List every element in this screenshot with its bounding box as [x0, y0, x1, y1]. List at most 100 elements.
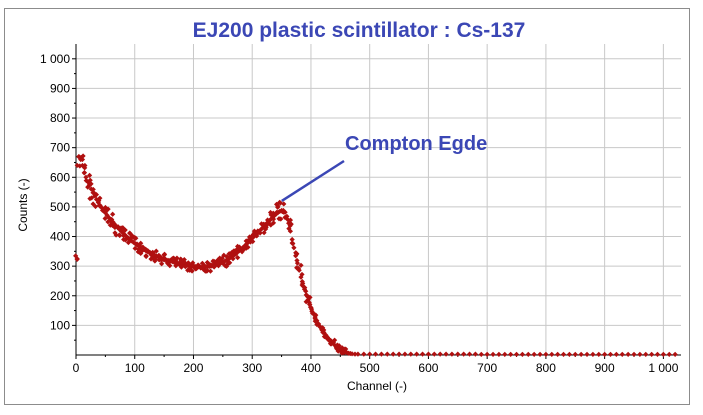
y-tick-label: 1 000 — [40, 52, 70, 66]
data-point — [270, 216, 277, 222]
data-point — [295, 265, 302, 272]
data-point — [178, 264, 185, 270]
chart-title: EJ200 plastic scintillator : Cs-137 — [193, 19, 526, 42]
data-point — [247, 239, 254, 245]
data-point — [227, 260, 233, 266]
data-point — [87, 177, 93, 183]
data-point — [143, 253, 149, 260]
data-point — [111, 221, 117, 227]
data-point — [241, 246, 247, 252]
data-point — [519, 351, 526, 358]
data-point — [268, 212, 274, 218]
data-point — [86, 172, 93, 178]
data-point — [294, 260, 301, 266]
y-tick-label: 700 — [50, 141, 70, 155]
data-point — [96, 197, 102, 204]
data-point — [129, 233, 135, 239]
data-point — [287, 228, 293, 234]
data-point — [637, 351, 643, 358]
data-point — [113, 232, 119, 238]
data-point — [162, 256, 168, 262]
x-tick-label: 1 000 — [648, 361, 678, 375]
data-point — [549, 351, 555, 358]
data-point — [455, 351, 461, 357]
data-point — [254, 233, 260, 239]
data-point — [537, 351, 543, 358]
data-point — [189, 268, 195, 274]
y-tick-label: 500 — [50, 200, 70, 214]
data-point — [161, 251, 168, 257]
y-tick-label: 900 — [50, 81, 70, 95]
data-point — [378, 351, 385, 357]
data-point — [83, 177, 89, 184]
data-point — [367, 351, 373, 357]
data-point — [263, 224, 269, 230]
data-point — [178, 256, 184, 262]
y-tick-label: 200 — [50, 289, 70, 303]
data-point — [384, 351, 390, 357]
data-point — [303, 288, 309, 294]
data-point — [226, 256, 232, 262]
y-tick-label: 800 — [50, 111, 70, 125]
data-point — [654, 351, 661, 358]
data-point — [461, 351, 467, 357]
data-point — [390, 351, 396, 357]
data-point — [314, 321, 320, 328]
data-point — [613, 351, 619, 358]
data-point — [112, 230, 118, 236]
data-point — [425, 351, 432, 357]
data-point — [631, 351, 637, 358]
data-point — [349, 351, 355, 357]
data-point — [672, 351, 678, 358]
data-point — [596, 351, 602, 358]
data-point — [270, 220, 277, 226]
data-point — [277, 199, 283, 205]
data-point — [572, 351, 578, 358]
compton-edge-annotation: Compton Egde — [345, 133, 487, 155]
data-point — [261, 230, 267, 236]
data-point — [275, 209, 281, 216]
data-point — [271, 212, 278, 219]
y-tick-label: 100 — [50, 318, 70, 332]
x-axis-title: Channel (-) — [347, 379, 407, 393]
data-point — [122, 227, 128, 233]
data-point — [286, 226, 292, 232]
data-point — [330, 339, 337, 345]
data-point — [332, 337, 338, 343]
data-point — [343, 346, 349, 352]
data-point — [431, 351, 437, 357]
data-point — [355, 351, 361, 357]
data-point — [531, 351, 537, 358]
data-point — [566, 351, 572, 358]
data-point — [110, 211, 116, 217]
data-point — [307, 304, 314, 310]
data-point — [298, 274, 304, 280]
x-tick-label: 700 — [477, 361, 497, 375]
data-point — [437, 351, 443, 357]
data-point — [419, 351, 426, 357]
data-point — [590, 351, 596, 358]
data-point — [408, 351, 414, 357]
data-point — [280, 209, 287, 215]
data-point — [320, 329, 326, 335]
data-point — [102, 215, 108, 222]
data-point — [118, 225, 124, 231]
data-point — [337, 346, 343, 352]
data-point — [352, 351, 358, 357]
data-point — [660, 351, 666, 358]
data-point — [277, 208, 283, 214]
data-point — [602, 351, 608, 358]
data-point — [319, 327, 325, 333]
data-point — [643, 351, 649, 358]
data-point — [138, 240, 144, 246]
data-point — [619, 351, 625, 358]
data-point — [207, 268, 214, 274]
data-point — [245, 244, 251, 250]
data-point — [82, 165, 88, 171]
data-point — [607, 351, 614, 358]
data-point — [560, 351, 567, 358]
annotation-pointer-line — [281, 159, 345, 203]
data-point — [148, 256, 154, 262]
data-point — [97, 203, 103, 209]
data-point — [341, 350, 347, 356]
